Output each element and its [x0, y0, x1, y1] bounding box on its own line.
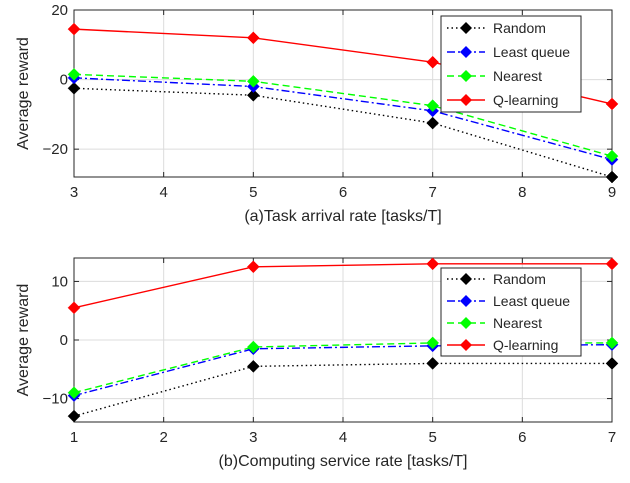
- chart-panel-2: 1 2 3 4 5 6 7 −10 0 10 (b)Computing service rate […: [15, 257, 619, 470]
- legend-marker: [460, 295, 472, 307]
- y-tick-label: −10: [43, 391, 68, 408]
- legend: Random Least queue Nearest Q-learning: [440, 267, 582, 357]
- data-point-q-learning: [67, 301, 81, 315]
- series-line-random: [73, 87, 613, 178]
- x-tick-label: 6: [339, 184, 347, 201]
- legend-marker: [460, 70, 472, 82]
- data-point-q-learning: [67, 22, 81, 36]
- data-point-q-learning: [605, 97, 619, 111]
- x-axis-label: (b)Computing service rate [tasks/T]: [219, 453, 468, 470]
- y-tick-label: −20: [43, 141, 68, 158]
- x-tick-label: 3: [70, 184, 78, 201]
- data-point-nearest: [246, 74, 260, 88]
- data-point-random: [67, 409, 81, 423]
- x-tick-label: 2: [159, 429, 167, 446]
- y-tick-label: 0: [60, 72, 68, 89]
- chart-panel-1: 3 4 5 6 7 8 9 −20 0 20 (a)Task arrival rate [tasks…: [15, 2, 619, 225]
- x-tick-label: 1: [70, 429, 78, 446]
- series-line-least-queue: [73, 77, 613, 161]
- data-point-random: [246, 88, 260, 102]
- data-point-nearest: [605, 336, 619, 350]
- series-line-random: [73, 362, 612, 417]
- legend-label: Q-learning: [493, 92, 558, 108]
- x-tick-label: 8: [518, 184, 526, 201]
- data-point-q-learning: [246, 260, 260, 274]
- x-tick-label: 4: [339, 429, 347, 446]
- data-point-random: [426, 116, 440, 130]
- series-line-nearest: [73, 73, 613, 157]
- data-point-random: [605, 170, 619, 184]
- legend-label: Nearest: [493, 315, 542, 331]
- data-point-q-learning: [246, 31, 260, 45]
- legend-marker: [460, 273, 472, 285]
- x-tick-label: 7: [428, 184, 436, 201]
- x-axis-label: (a)Task arrival rate [tasks/T]: [244, 208, 441, 225]
- data-point-nearest: [426, 99, 440, 113]
- x-tick-label: 4: [159, 184, 167, 201]
- y-tick-label: 20: [51, 2, 68, 19]
- data-point-nearest: [605, 149, 619, 163]
- series-line-q-learning: [73, 263, 612, 309]
- legend-marker: [460, 46, 472, 58]
- x-tick-label: 5: [428, 429, 436, 446]
- legend-marker: [460, 94, 472, 106]
- legend-label: Least queue: [493, 293, 570, 309]
- data-point-random: [67, 81, 81, 95]
- data-point-q-learning: [426, 55, 440, 69]
- legend-marker: [460, 22, 472, 34]
- data-point-nearest: [246, 340, 260, 354]
- data-point-q-learning: [426, 257, 440, 271]
- legend-label: Q-learning: [493, 337, 558, 353]
- x-tick-label: 7: [608, 429, 616, 446]
- data-point-random: [426, 357, 440, 370]
- y-axis-label: Average reward: [15, 37, 32, 150]
- x-tick-label: 6: [518, 429, 526, 446]
- legend-label: Nearest: [493, 68, 542, 84]
- x-tick-label: 3: [249, 429, 257, 446]
- y-axis-label: Average reward: [15, 284, 32, 397]
- data-point-nearest: [67, 386, 81, 400]
- y-tick-label: 0: [60, 332, 68, 349]
- data-point-random: [246, 360, 260, 373]
- legend-marker: [460, 317, 472, 329]
- y-tick-label: 10: [51, 273, 68, 290]
- data-point-q-learning: [605, 257, 619, 271]
- legend-label: Random: [493, 271, 546, 287]
- legend-marker: [460, 339, 472, 351]
- data-point-nearest: [67, 68, 81, 81]
- legend: Random Least queue Nearest Q-learning: [440, 15, 582, 113]
- data-point-random: [605, 357, 619, 370]
- legend-label: Least queue: [493, 44, 570, 60]
- x-tick-label: 9: [608, 184, 616, 201]
- data-point-nearest: [426, 336, 440, 350]
- legend-label: Random: [493, 20, 546, 36]
- x-tick-label: 5: [249, 184, 257, 201]
